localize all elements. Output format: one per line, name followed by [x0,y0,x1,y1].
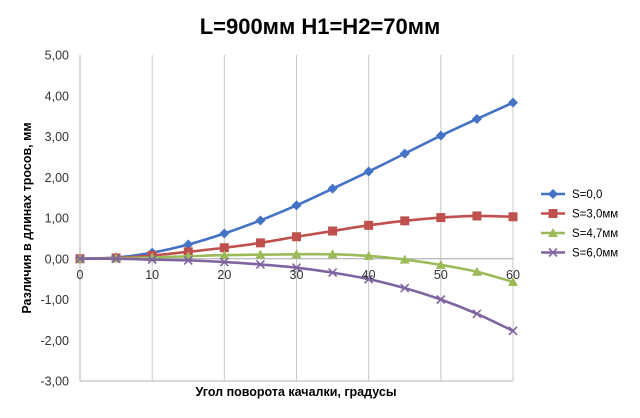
data-point [471,113,482,124]
legend-label: S=0,0 [572,189,602,201]
data-point [255,259,265,270]
y-tick-label: -2,00 [41,334,70,348]
data-point [255,249,266,259]
y-tick-label: 3,00 [45,130,69,144]
data-point [471,266,482,276]
data-point [508,276,518,286]
legend-item-2: S=3,0мм [541,209,618,221]
x-tick-label: 20 [217,268,231,282]
data-point [435,259,446,269]
legend-item-1: S=0,0 [541,189,602,201]
data-point [147,254,157,265]
data-point [436,213,446,223]
data-point [111,254,121,264]
data-point [399,148,410,159]
legend-label: S=4,7мм [572,228,618,240]
y-tick-label: 4,00 [45,89,69,103]
data-point [363,250,374,260]
data-point [328,268,338,278]
data-point [364,220,374,230]
data-point [291,200,302,211]
data-point [75,254,85,264]
legend-marker [548,228,558,237]
data-point [327,249,338,259]
data-point [435,130,446,141]
data-point [292,232,301,242]
data-point [472,309,482,319]
chart-title: L=900мм H1=H2=70мм [200,14,441,39]
series-layer [75,97,518,336]
data-point [291,263,302,273]
data-point [508,97,518,108]
legend-item-3: S=4,7мм [541,228,618,240]
y-tick-label: -3,00 [41,375,70,389]
legend-item-4: S=6,0мм [541,248,618,260]
data-point [328,226,338,236]
legend-label: S=6,0мм [572,248,618,260]
x-tick-label: 0 [77,268,84,282]
data-point [219,228,230,239]
data-point [219,243,229,253]
tick-labels: -3,00 -2,00 -1,00 0,00 1,00 2,00 3,00 4,00 5,00 0… [41,49,520,389]
y-tick-label: 5,00 [45,49,69,63]
x-tick-label: 50 [434,268,448,282]
data-point [400,283,410,293]
data-point [399,254,410,264]
data-point [436,294,446,305]
y-tick-label: 1,00 [45,212,69,226]
x-tick-label: 10 [145,268,159,282]
y-tick-label: -1,00 [41,293,70,307]
x-tick-label: 30 [290,268,304,282]
y-axis-title: Различия в длинах тросов, мм [20,122,34,313]
legend-marker [548,247,558,258]
y-tick-label: 2,00 [45,171,69,185]
data-point [364,274,374,284]
data-point [508,326,518,336]
x-axis-title: Угол поворота качалки, градусы [195,385,396,399]
data-point [472,211,482,221]
data-point [219,257,229,267]
y-tick-label: 0,00 [45,252,69,266]
data-point [183,255,193,265]
legend-label: S=3,0мм [572,209,618,221]
data-point [363,166,374,177]
legend-marker [548,209,558,218]
data-point [291,249,302,259]
data-point [183,239,194,250]
data-point [508,212,518,222]
legend-marker [548,189,558,199]
legend: S=0,0 S=3,0мм S=4,7мм S=6,0мм [541,189,618,260]
data-point [400,216,410,226]
data-point [255,238,265,248]
x-tick-label: 40 [362,268,376,282]
series-4 [75,254,518,336]
data-point [327,183,338,194]
data-point [255,215,266,226]
data-point [219,250,230,260]
x-tick-label: 60 [506,268,520,282]
